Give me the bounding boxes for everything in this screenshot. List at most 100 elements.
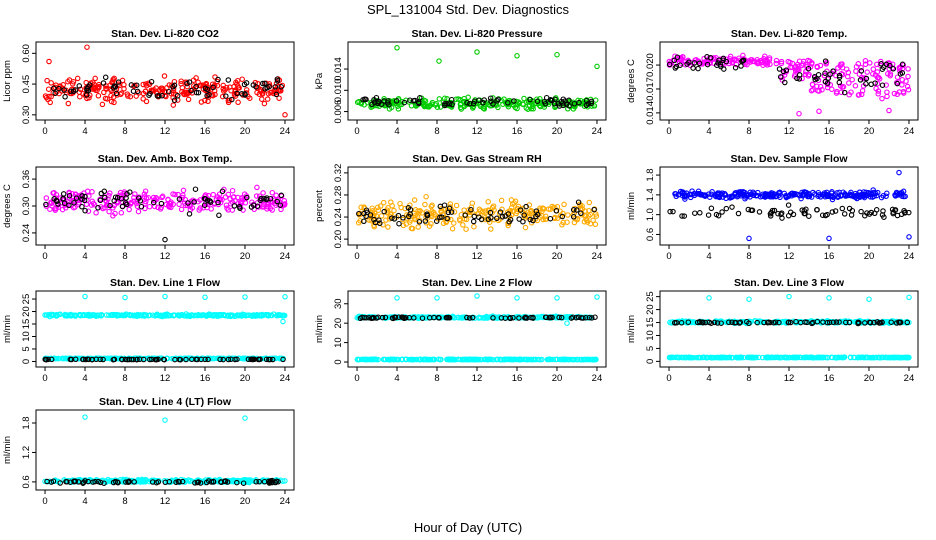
data-point xyxy=(688,319,695,326)
x-tick-label: 20 xyxy=(240,126,251,137)
data-point xyxy=(769,354,776,361)
data-point xyxy=(732,190,738,196)
data-point xyxy=(889,206,896,213)
data-point xyxy=(824,84,831,91)
data-point xyxy=(176,196,183,202)
x-tick-label: 16 xyxy=(200,126,211,137)
data-point xyxy=(393,100,399,107)
data-point xyxy=(691,190,698,197)
data-point xyxy=(533,208,540,214)
panel-6: Stan. Dev. Sample Flow ml/min 0 4 8 12 16 20 24 0… xyxy=(626,153,919,262)
data-point xyxy=(852,83,859,89)
data-point xyxy=(732,64,739,71)
data-point xyxy=(879,354,886,361)
data-point xyxy=(846,319,853,326)
panel-title: Stan. Dev. Sample Flow xyxy=(730,153,848,165)
data-point xyxy=(768,209,775,216)
data-point xyxy=(559,213,566,220)
data-point xyxy=(511,200,517,206)
x-tick-label: 16 xyxy=(200,373,211,384)
data-point xyxy=(159,193,166,200)
data-point xyxy=(530,356,537,363)
data-point xyxy=(52,90,58,97)
data-point xyxy=(205,192,212,199)
data-point xyxy=(885,354,891,361)
data-point xyxy=(178,78,184,84)
data-point xyxy=(407,97,413,103)
data-point xyxy=(106,192,112,199)
data-point xyxy=(112,194,119,200)
x-tick-label: 4 xyxy=(82,496,87,507)
data-point xyxy=(45,312,52,318)
data-point xyxy=(468,206,474,213)
data-point xyxy=(737,319,744,325)
data-point xyxy=(260,201,266,208)
data-point xyxy=(537,103,544,110)
data-point xyxy=(205,478,212,484)
data-point xyxy=(162,313,168,319)
data-point xyxy=(517,207,524,213)
data-point xyxy=(280,201,286,208)
data-point xyxy=(162,293,168,300)
data-point xyxy=(110,76,116,83)
data-point xyxy=(849,207,856,214)
data-point xyxy=(378,213,385,219)
data-point xyxy=(767,213,774,219)
x-tick-label: 8 xyxy=(122,373,127,384)
data-point xyxy=(231,194,237,200)
data-point xyxy=(146,92,152,98)
data-point xyxy=(869,354,875,361)
data-point xyxy=(585,356,592,363)
data-point xyxy=(768,190,775,196)
data-point xyxy=(136,478,143,484)
data-point xyxy=(586,213,592,219)
data-point xyxy=(570,356,576,363)
x-tick-label: 24 xyxy=(904,251,915,262)
data-point xyxy=(223,93,229,99)
x-tick-label: 8 xyxy=(746,373,751,384)
data-point xyxy=(867,60,873,66)
data-point xyxy=(46,58,52,65)
data-point xyxy=(137,198,144,204)
y-tick-label: 0.36 xyxy=(21,170,32,189)
data-point xyxy=(145,194,152,201)
data-point xyxy=(80,479,87,486)
data-point xyxy=(729,204,735,210)
panel-1: Stan. Dev. Li-820 CO2 Licor ppm 0 4 8 12 16 20 2… xyxy=(2,28,295,137)
x-tick-label: 12 xyxy=(784,126,795,137)
data-point xyxy=(122,356,129,363)
series-3 xyxy=(354,356,599,363)
data-point xyxy=(369,103,376,110)
data-point xyxy=(465,94,471,101)
data-point xyxy=(66,77,73,83)
data-point xyxy=(166,479,173,485)
data-point xyxy=(722,354,729,361)
data-point xyxy=(864,69,870,75)
data-point xyxy=(443,314,450,321)
data-point xyxy=(101,480,107,486)
data-point xyxy=(902,209,908,215)
data-point xyxy=(906,294,912,301)
data-point xyxy=(43,312,50,318)
data-point xyxy=(192,312,199,318)
data-point xyxy=(43,201,49,208)
data-point xyxy=(723,205,730,212)
data-point xyxy=(459,356,466,363)
y-tick-label: 15 xyxy=(645,317,656,328)
y-tick-label: 0.014 xyxy=(645,101,656,125)
data-point xyxy=(858,319,864,325)
data-point xyxy=(574,207,580,213)
data-point xyxy=(863,75,870,82)
data-point xyxy=(558,98,565,105)
y-tick-label: 10 xyxy=(645,330,656,341)
data-point xyxy=(436,96,443,102)
data-point xyxy=(210,84,216,91)
data-point xyxy=(775,210,781,217)
data-point xyxy=(480,315,487,321)
data-point xyxy=(583,356,589,363)
data-point xyxy=(179,89,185,95)
data-point xyxy=(891,354,897,361)
data-point xyxy=(534,98,541,104)
data-point xyxy=(490,101,496,107)
